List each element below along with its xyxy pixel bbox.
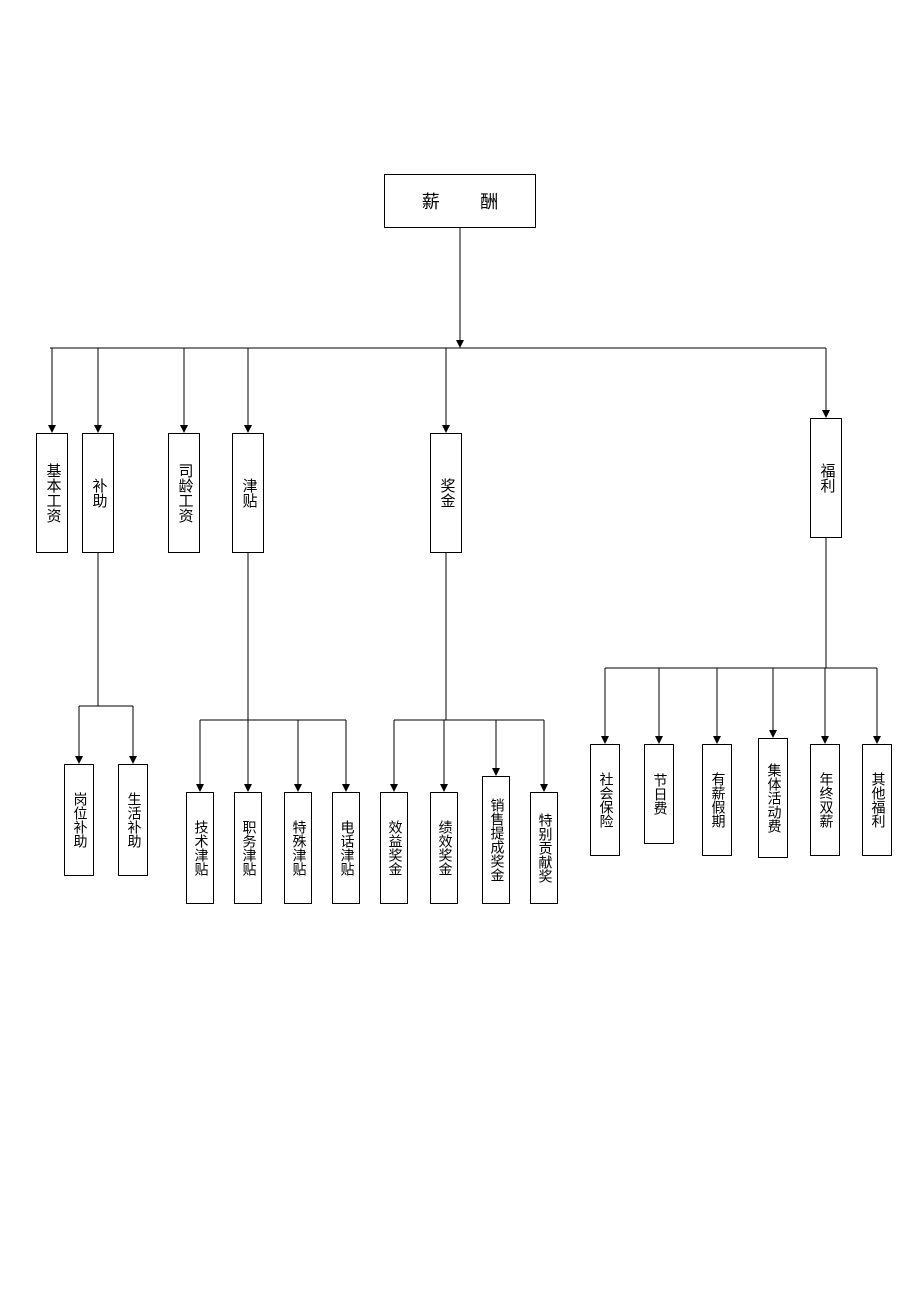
level2-welfare: 福利 bbox=[810, 418, 842, 538]
level2-subsidy: 补助 bbox=[82, 433, 114, 553]
level3-allowance-2: 特殊津贴 bbox=[284, 792, 312, 904]
level3-welfare-4: 年终双薪 bbox=[810, 744, 840, 856]
level3-welfare-3: 集体活动费 bbox=[758, 738, 788, 858]
level3-bonus-3: 特别贡献奖 bbox=[530, 792, 558, 904]
level3-allowance-1: 职务津贴 bbox=[234, 792, 262, 904]
root-node: 薪 酬 bbox=[384, 174, 536, 228]
level2-base: 基本工资 bbox=[36, 433, 68, 553]
level3-bonus-2: 销售提成奖金 bbox=[482, 776, 510, 904]
level3-welfare-5: 其他福利 bbox=[862, 744, 892, 856]
level3-welfare-0: 社会保险 bbox=[590, 744, 620, 856]
level2-seniority: 司龄工资 bbox=[168, 433, 200, 553]
level3-allowance-0: 技术津贴 bbox=[186, 792, 214, 904]
level3-bonus-1: 绩效奖金 bbox=[430, 792, 458, 904]
level3-bonus-0: 效益奖金 bbox=[380, 792, 408, 904]
level2-bonus: 奖金 bbox=[430, 433, 462, 553]
level3-subsidy-1: 生活补助 bbox=[118, 764, 148, 876]
level3-welfare-1: 节日费 bbox=[644, 744, 674, 844]
level2-allowance: 津贴 bbox=[232, 433, 264, 553]
level3-welfare-2: 有薪假期 bbox=[702, 744, 732, 856]
level3-allowance-3: 电话津贴 bbox=[332, 792, 360, 904]
level3-subsidy-0: 岗位补助 bbox=[64, 764, 94, 876]
